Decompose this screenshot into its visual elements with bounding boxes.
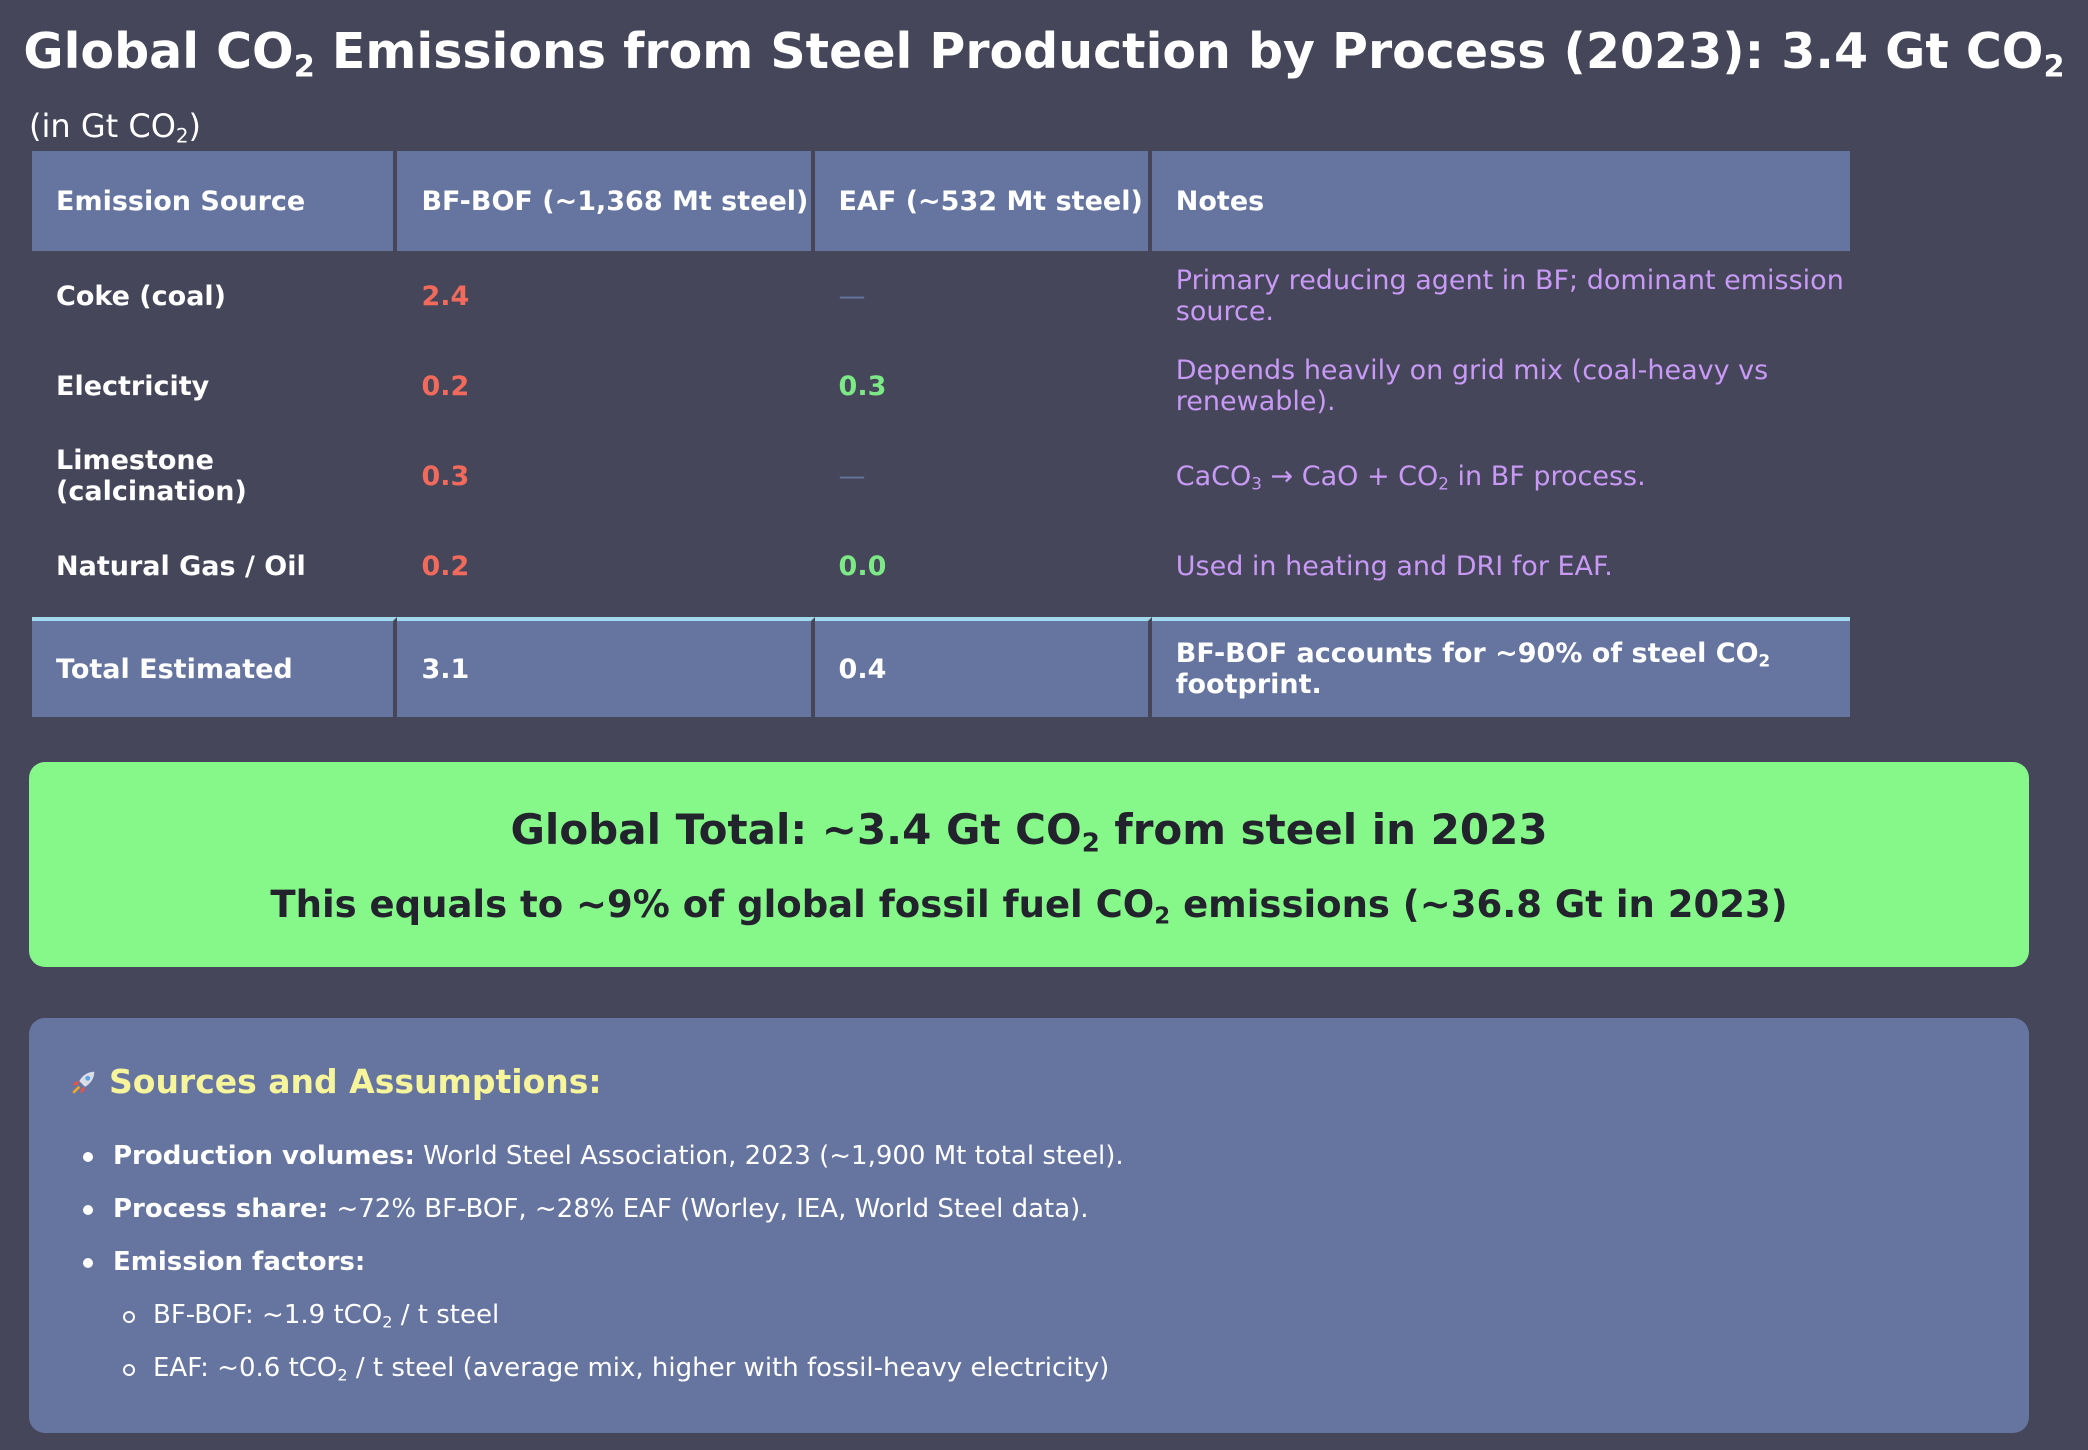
header-notes: Notes [1151,151,1850,251]
list-item: Emission factors: [83,1236,1124,1289]
header-eaf: EAF (~532 Mt steel) [814,151,1152,251]
table-header-row: Emission Source BF-BOF (~1,368 Mt steel)… [32,151,1850,251]
list-item: Production volumes: World Steel Associat… [83,1130,1124,1183]
row-eaf-value: 0.3 [838,370,887,402]
row-bf-bof-value: 0.2 [421,370,470,402]
row-eaf-value: 0.0 [838,550,887,582]
row-bf-bof-value: 0.3 [421,460,470,492]
page-title: Global CO2 Emissions from Steel Producti… [23,23,2065,85]
row-eaf-value: — [838,280,866,312]
row-note: Primary reducing agent in BF; dominant e… [1175,265,1844,327]
table-row: Coke (coal) 2.4 — Primary reducing agent… [32,251,1850,341]
sub-list-item: BF-BOF: ~1.9 tCO2 / t steel [83,1289,1124,1342]
global-total-summary: Global Total: ~3.4 Gt CO2 from steel in … [29,762,2029,967]
row-note: Used in heating and DRI for EAF. [1175,550,1613,582]
row-source: Natural Gas / Oil [56,550,306,582]
row-source: Electricity [56,370,210,402]
sources-list: Production volumes: World Steel Associat… [83,1130,1124,1395]
row-source: Coke (coal) [56,280,227,312]
rocket-icon [72,1071,95,1094]
header-emission-source: Emission Source [32,151,398,251]
sources-panel: Sources and Assumptions: Production volu… [29,1018,2029,1433]
row-source: Limestone (calcination) [56,445,247,507]
row-eaf-value: — [838,460,866,492]
total-bf-bof-value: 3.1 [397,617,815,717]
unit-label: (in Gt CO2) [29,107,201,148]
table-row: Limestone (calcination) 0.3 — CaCO3 → Ca… [32,431,1850,521]
row-bf-bof-value: 2.4 [421,280,470,312]
summary-total-line: Global Total: ~3.4 Gt CO2 from steel in … [510,805,1548,859]
list-item: Process share: ~72% BF-BOF, ~28% EAF (Wo… [83,1183,1124,1236]
total-note: BF-BOF accounts for ~90% of steel CO2 fo… [1151,617,1850,717]
row-bf-bof-value: 0.2 [421,550,470,582]
summary-share-line: This equals to ~9% of global fossil fuel… [270,883,1788,930]
header-bf-bof: BF-BOF (~1,368 Mt steel) [397,151,815,251]
sources-heading: Sources and Assumptions: [69,1060,602,1104]
emissions-table: Emission Source BF-BOF (~1,368 Mt steel)… [32,151,1850,717]
sub-list-item: EAF: ~0.6 tCO2 / t steel (average mix, h… [83,1342,1124,1395]
table-total-row: Total Estimated 3.1 0.4 BF-BOF accounts … [32,617,1850,717]
total-label: Total Estimated [32,617,398,717]
table-row: Electricity 0.2 0.3 Depends heavily on g… [32,341,1850,431]
row-note: CaCO3 → CaO + CO2 in BF process. [1175,460,1646,494]
table-row: Natural Gas / Oil 0.2 0.0 Used in heatin… [32,521,1850,611]
row-note: Depends heavily on grid mix (coal-heavy … [1175,355,1769,417]
total-eaf-value: 0.4 [814,617,1152,717]
